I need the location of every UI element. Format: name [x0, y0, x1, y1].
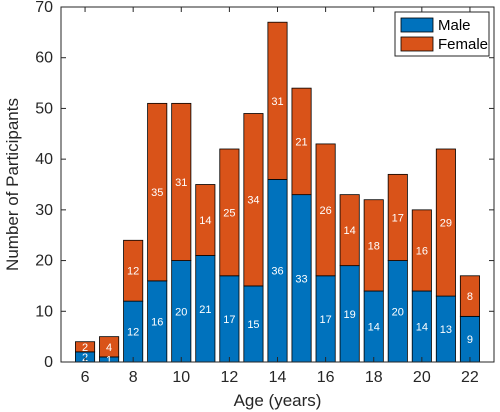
data-label-male-age-18: 14: [368, 322, 380, 334]
x-tick-label: 10: [172, 369, 190, 386]
y-tick-label: 10: [35, 303, 53, 320]
bar-female-age-12: [219, 148, 240, 277]
data-label-female-age-16: 26: [319, 205, 331, 217]
bar-female-age-11: [195, 184, 216, 256]
y-tick-label: 0: [44, 354, 53, 371]
y-tick-label: 60: [35, 50, 53, 67]
data-label-female-age-8: 12: [127, 266, 139, 278]
data-label-female-age-19: 17: [392, 212, 404, 224]
data-label-female-age-11: 14: [199, 215, 211, 227]
bars-group: [75, 21, 480, 363]
data-label-male-age-10: 20: [175, 306, 187, 318]
legend-label-female: Female: [438, 36, 488, 53]
data-label-male-age-9: 16: [151, 316, 163, 328]
x-tick-label: 16: [317, 369, 335, 386]
x-axis-ticks: 6 8 10 12 14 16 18 20 22: [81, 7, 479, 386]
x-tick-label: 12: [220, 369, 238, 386]
data-label-female-age-15: 21: [295, 136, 307, 148]
bar-female-age-7: [99, 336, 120, 358]
bar-female-age-17: [339, 194, 360, 267]
bar-female-age-18: [363, 199, 384, 292]
bar-female-age-13: [243, 113, 264, 287]
data-label-male-age-20: 14: [416, 322, 428, 334]
x-tick-label: 6: [81, 369, 90, 386]
x-axis-label: Age (years): [234, 391, 322, 410]
bar-female-age-16: [315, 143, 336, 277]
y-tick-label: 30: [35, 202, 53, 219]
legend-label-male: Male: [438, 17, 471, 34]
x-tick-label: 22: [461, 369, 479, 386]
data-label-male-age-21: 13: [440, 324, 452, 336]
x-tick-label: 8: [129, 369, 138, 386]
y-tick-label: 20: [35, 253, 53, 270]
data-label-male-age-19: 20: [392, 306, 404, 318]
bar-female-age-14: [267, 21, 288, 180]
x-tick-label: 18: [365, 369, 383, 386]
y-tick-label: 40: [35, 151, 53, 168]
y-tick-label: 50: [35, 100, 53, 117]
data-label-female-age-18: 18: [368, 240, 380, 252]
data-label-female-age-9: 35: [151, 187, 163, 199]
x-tick-label: 20: [413, 369, 431, 386]
bar-female-age-6: [75, 341, 96, 353]
data-label-male-age-8: 12: [127, 327, 139, 339]
data-label-male-age-7: 1: [106, 354, 112, 366]
data-label-male-age-11: 21: [199, 304, 211, 316]
data-label-male-age-16: 17: [319, 314, 331, 326]
data-label-male-age-12: 17: [223, 314, 235, 326]
data-label-male-age-13: 15: [247, 319, 259, 331]
bar-female-age-21: [435, 148, 456, 297]
bar-female-age-22: [459, 275, 480, 317]
data-label-female-age-14: 31: [271, 96, 283, 108]
data-label-female-age-20: 16: [416, 245, 428, 257]
legend-swatch-male: [400, 17, 434, 33]
bar-female-age-20: [411, 209, 432, 292]
bar-female-age-10: [171, 102, 192, 261]
data-label-female-age-13: 34: [247, 195, 259, 207]
x-tick-label: 14: [269, 369, 287, 386]
legend-swatch-female: [400, 36, 434, 52]
data-label-female-age-17: 14: [344, 225, 356, 237]
bar-female-age-8: [123, 239, 144, 302]
data-label-female-age-21: 29: [440, 218, 452, 230]
bar-labels-group: 2214121216352031211417251534363133211726…: [82, 96, 473, 367]
data-label-male-age-17: 19: [344, 309, 356, 321]
bar-female-age-15: [291, 87, 312, 196]
y-axis-ticks: 0 10 20 30 40 50 60 70: [35, 0, 494, 371]
data-label-male-age-14: 36: [271, 266, 283, 278]
y-axis-label: Number of Participants: [3, 98, 22, 271]
data-label-female-age-12: 25: [223, 207, 235, 219]
data-label-female-age-7: 4: [106, 342, 112, 354]
y-tick-label: 70: [35, 0, 53, 16]
legend: Male Female: [394, 11, 490, 57]
bar-female-age-9: [147, 102, 168, 282]
bar-female-age-19: [387, 173, 408, 261]
data-label-female-age-10: 31: [175, 177, 187, 189]
data-label-female-age-6: 2: [82, 342, 88, 354]
data-label-male-age-15: 33: [295, 273, 307, 285]
data-label-male-age-22: 9: [467, 334, 473, 346]
data-label-female-age-22: 8: [467, 291, 473, 303]
